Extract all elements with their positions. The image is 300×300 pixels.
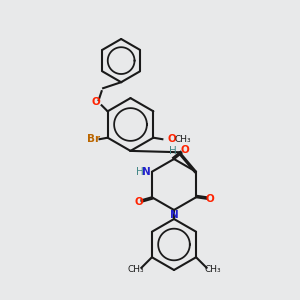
Text: N: N: [169, 210, 178, 220]
Text: CH₃: CH₃: [174, 135, 191, 144]
Text: H: H: [136, 167, 144, 177]
Text: N: N: [142, 167, 151, 177]
Text: O: O: [205, 194, 214, 204]
Text: O: O: [92, 97, 100, 107]
Text: O: O: [180, 145, 189, 155]
Text: Br: Br: [87, 134, 100, 144]
Text: CH₃: CH₃: [127, 265, 144, 274]
Text: O: O: [168, 134, 177, 144]
Text: CH₃: CH₃: [204, 265, 221, 274]
Text: O: O: [134, 197, 143, 207]
Text: H: H: [169, 146, 177, 156]
